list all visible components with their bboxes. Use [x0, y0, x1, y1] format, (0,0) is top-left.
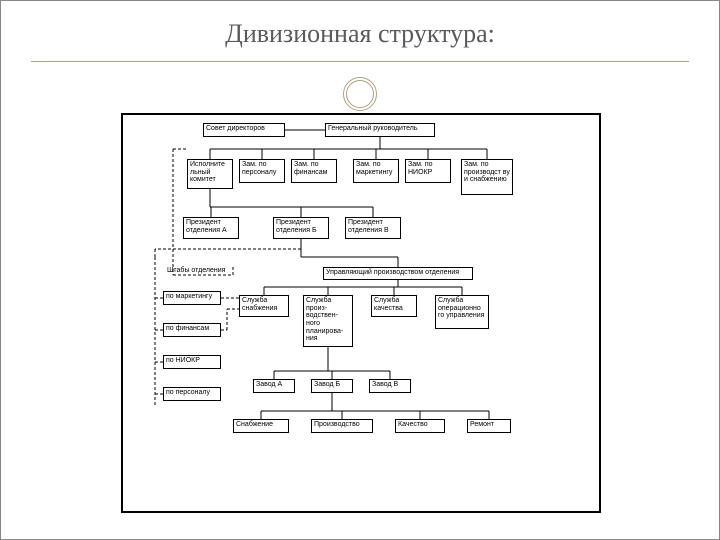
- org-node: Снабжение: [233, 419, 289, 433]
- org-chart: Штабы отделения Совет директоров Генераль…: [121, 113, 601, 513]
- org-node: Президент отделения В: [345, 217, 401, 239]
- divider: [31, 61, 689, 62]
- org-node: Служба операционно го управления: [435, 295, 489, 329]
- org-node: Генеральный руководитель: [325, 123, 435, 137]
- org-node: Зам. по финансам: [291, 159, 337, 183]
- org-node: Президент отделения А: [183, 217, 239, 239]
- org-node: Совет директоров: [203, 123, 285, 137]
- org-node: Завод В: [369, 379, 411, 393]
- org-node: Качество: [395, 419, 445, 433]
- org-node: Завод А: [253, 379, 295, 393]
- org-node: Завод Б: [311, 379, 353, 393]
- org-node: Исполните льный комитет: [187, 159, 233, 189]
- org-node: по маркетингу: [163, 291, 221, 305]
- page-title: Дивизионная структура:: [1, 19, 719, 49]
- org-node: по финансам: [163, 323, 221, 337]
- staff-label: Штабы отделения: [167, 267, 225, 274]
- org-node: Президент отделения Б: [273, 217, 329, 239]
- slide: Дивизионная структура: Штабы отделения С…: [0, 0, 720, 540]
- org-node: по персоналу: [163, 387, 221, 401]
- decorative-circle: [343, 77, 377, 111]
- org-node: Зам. по маркетингу: [353, 159, 399, 183]
- org-node: по НИОКР: [163, 355, 221, 369]
- org-node: Зам. по производст ву и снабжению: [461, 159, 513, 195]
- org-node: Управляющий производством отделения: [323, 267, 473, 280]
- org-node: Служба качества: [371, 295, 417, 317]
- org-node: Производство: [311, 419, 373, 433]
- org-node: Служба снабжения: [239, 295, 289, 317]
- org-node: Ремонт: [467, 419, 511, 433]
- org-node: Зам. по персоналу: [239, 159, 285, 183]
- org-node: Служба произ- водствен- ного планирова- …: [303, 295, 353, 347]
- org-node: Зам. по НИОКР: [405, 159, 451, 183]
